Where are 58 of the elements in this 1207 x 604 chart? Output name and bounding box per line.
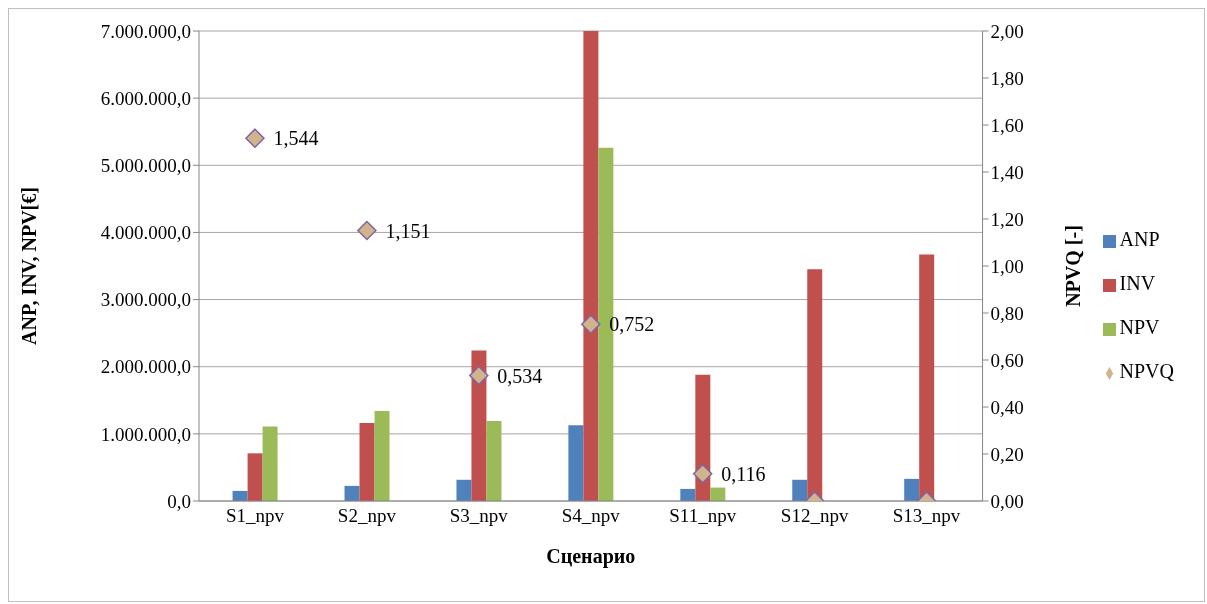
bar (359, 423, 375, 501)
data-label: 1,151 (385, 219, 431, 242)
x-axis-title: Сценарио (546, 545, 636, 568)
bar (680, 488, 696, 501)
y2-tick-label: 0,40 (990, 396, 1024, 418)
x-tick-label: S13_npv (892, 505, 961, 527)
point (581, 314, 601, 335)
y2-tick-label: 1,60 (990, 114, 1024, 136)
y2-tick-label: 1,80 (990, 67, 1024, 89)
x-tick-label: S4_npv (561, 505, 621, 527)
y-tick-label: 1.000.000,0 (100, 423, 191, 445)
y2-tick-label: 0,20 (990, 443, 1024, 465)
bar (807, 269, 823, 501)
y-tick-label: 0,0 (167, 490, 191, 512)
bar (262, 426, 278, 501)
bar (919, 254, 935, 501)
y2-axis-title: NPVQ [-] (1061, 225, 1084, 307)
y2-tick-label: 1,40 (990, 161, 1024, 183)
bar (456, 479, 472, 501)
x-tick-label: S1_npv (225, 505, 285, 527)
point (469, 365, 489, 386)
y-tick-label: 3.000.000,0 (100, 289, 191, 311)
y-tick-label: 6.000.000,0 (100, 87, 191, 109)
bar (471, 350, 487, 501)
data-label: 0,116 (721, 462, 766, 485)
bar (374, 411, 390, 501)
point (245, 128, 265, 148)
y2-tick-label: 0,80 (990, 302, 1024, 324)
legend-label: ANP (1119, 228, 1160, 250)
y2-tick-label: 1,00 (990, 255, 1024, 277)
x-tick-label: S11_npv (669, 505, 737, 527)
data-label: 1,544 (273, 127, 319, 150)
y-tick-label: 2.000.000,0 (100, 356, 191, 378)
y2-tick-label: 0,00 (990, 490, 1024, 512)
bar (710, 487, 726, 501)
y2-tick-label: 1,20 (990, 208, 1024, 230)
point (692, 463, 713, 484)
point (357, 220, 377, 241)
data-label: 0,534 (497, 364, 543, 387)
bar (568, 425, 584, 501)
x-tick-label: S12_npv (780, 505, 849, 527)
legend-label: NPV (1119, 316, 1160, 338)
bar (486, 421, 502, 501)
legend-label: INV (1119, 272, 1156, 294)
x-tick-label: S3_npv (449, 505, 509, 527)
bar (247, 453, 263, 501)
y-axis-title: ANP, INV, NPV[€] (18, 187, 41, 345)
y2-tick-label: 2,00 (990, 20, 1024, 42)
bar (344, 485, 360, 501)
bar (792, 479, 808, 501)
y-tick-label: 5.000.000,0 (100, 155, 191, 177)
y-tick-label: 7.000.000,0 (100, 20, 191, 42)
bar (904, 478, 920, 501)
y-tick-label: 4.000.000,0 (100, 222, 191, 244)
x-tick-label: S2_npv (337, 505, 397, 527)
y2-tick-label: 0,60 (990, 349, 1024, 371)
bar (583, 31, 599, 501)
legend-label: NPVQ (1119, 360, 1174, 382)
